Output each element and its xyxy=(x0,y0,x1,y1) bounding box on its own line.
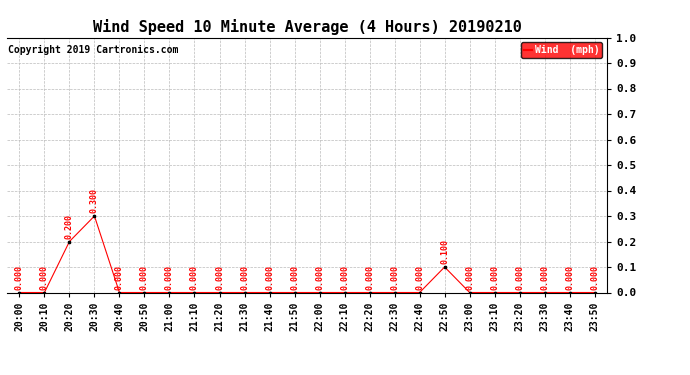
Text: 0.000: 0.000 xyxy=(365,265,374,290)
Text: 0.000: 0.000 xyxy=(40,265,49,290)
Text: 0.000: 0.000 xyxy=(240,265,249,290)
Text: 0.000: 0.000 xyxy=(490,265,499,290)
Text: 0.000: 0.000 xyxy=(540,265,549,290)
Text: 0.000: 0.000 xyxy=(265,265,274,290)
Text: 0.000: 0.000 xyxy=(190,265,199,290)
Text: Copyright 2019 Cartronics.com: Copyright 2019 Cartronics.com xyxy=(8,45,179,55)
Text: 0.000: 0.000 xyxy=(15,265,24,290)
Text: 0.000: 0.000 xyxy=(165,265,174,290)
Text: 0.000: 0.000 xyxy=(565,265,574,290)
Text: 0.000: 0.000 xyxy=(290,265,299,290)
Text: 0.000: 0.000 xyxy=(115,265,124,290)
Text: 0.000: 0.000 xyxy=(215,265,224,290)
Text: 0.200: 0.200 xyxy=(65,214,74,239)
Text: 0.300: 0.300 xyxy=(90,188,99,213)
Text: 0.100: 0.100 xyxy=(440,239,449,264)
Text: 0.000: 0.000 xyxy=(465,265,474,290)
Text: 0.000: 0.000 xyxy=(515,265,524,290)
Text: 0.000: 0.000 xyxy=(390,265,399,290)
Text: 0.000: 0.000 xyxy=(415,265,424,290)
Text: 0.000: 0.000 xyxy=(340,265,349,290)
Text: 0.000: 0.000 xyxy=(315,265,324,290)
Text: 0.000: 0.000 xyxy=(590,265,599,290)
Text: 0.000: 0.000 xyxy=(140,265,149,290)
Title: Wind Speed 10 Minute Average (4 Hours) 20190210: Wind Speed 10 Minute Average (4 Hours) 2… xyxy=(92,19,522,35)
Legend: Wind  (mph): Wind (mph) xyxy=(521,42,602,58)
